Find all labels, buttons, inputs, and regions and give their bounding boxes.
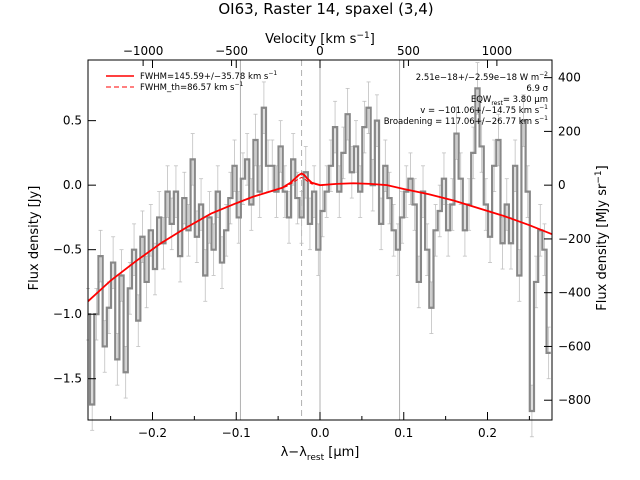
top-tick-label: 1000: [482, 44, 513, 58]
series-data: [88, 87, 551, 413]
right-tick-label: −600: [558, 339, 591, 353]
y-tick-label: −1.0: [53, 307, 82, 321]
right-tick-label: −400: [558, 286, 591, 300]
x-tick-label: −0.1: [222, 426, 251, 440]
top-tick-label: 0: [316, 44, 324, 58]
annotation-eqw: EQWrest= 3.80 μm: [471, 95, 548, 107]
series-fit: [87, 172, 553, 302]
right-tick-label: 200: [558, 124, 581, 138]
right-tick-label: 0: [558, 178, 566, 192]
top-axis-label: Velocity [km s−1]: [265, 31, 375, 47]
top-tick-label: −1000: [123, 44, 164, 58]
series-fit-thermal: [277, 176, 321, 190]
fit-annotations: 2.51e−18+/−2.59e−18 W m−2 6.9 σ EQWrest=…: [384, 71, 549, 127]
legend-entry-fwhm-th: FWHM_th=86.57 km s−1: [140, 81, 244, 93]
top-tick-label: −500: [215, 44, 248, 58]
y-axis-label: Flux density [Jy]: [27, 186, 42, 291]
x-tick-label: −0.2: [138, 426, 167, 440]
right-tick-label: 400: [558, 71, 581, 85]
chart-title: OI63, Raster 14, spaxel (3,4): [218, 0, 433, 18]
annotation-broadening: Broadening = 117.06+/−26.77 km s−1: [384, 115, 548, 127]
annotation-flux: 2.51e−18+/−2.59e−18 W m−2: [416, 71, 548, 83]
right-axis-label: Flux density [MJy sr−1]: [594, 165, 610, 310]
right-tick-label: −800: [558, 393, 591, 407]
top-tick-label: 500: [397, 44, 420, 58]
legend-entry-fwhm: FWHM=145.59+/−35.78 km s−1: [140, 70, 277, 82]
legend: FWHM=145.59+/−35.78 km s−1 FWHM_th=86.57…: [106, 70, 277, 93]
plot-area: −0.2 −0.1 0.0 0.1 0.2 −1000 −500 0 500 1000 −1.5 −1…: [53, 44, 591, 440]
x-axis-label: λ−λrest [μm]: [281, 445, 360, 463]
y-tick-label: 0.5: [63, 114, 82, 128]
y-tick-label: −0.5: [53, 243, 82, 257]
x-tick-label: 0.2: [478, 426, 497, 440]
right-tick-label: −200: [558, 232, 591, 246]
y-tick-label: 0.0: [63, 178, 82, 192]
x-tick-label: 0.1: [394, 426, 413, 440]
x-tick-label: 0.0: [310, 426, 329, 440]
annotation-sigma: 6.9 σ: [526, 84, 548, 94]
y-tick-label: −1.5: [53, 372, 82, 386]
annotation-velocity: v = −101.06+/−14.75 km s−1: [420, 104, 548, 116]
